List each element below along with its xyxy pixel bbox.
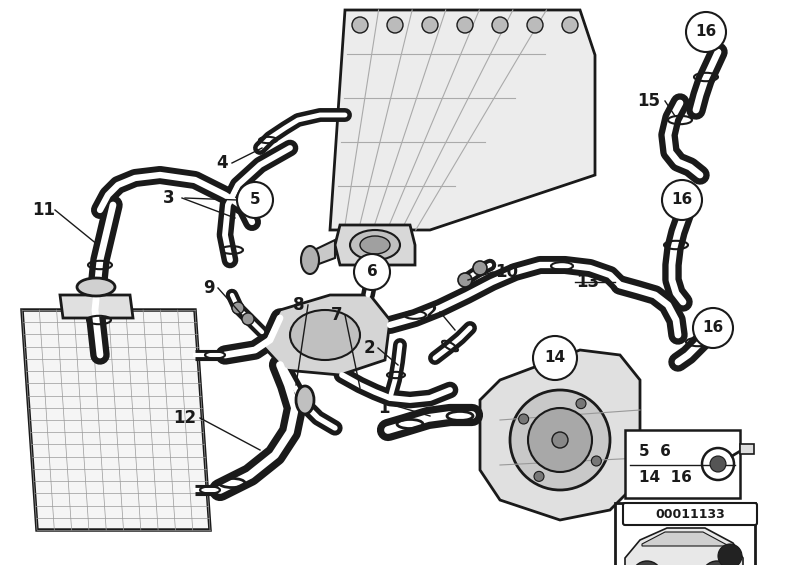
- Text: 3: 3: [163, 189, 175, 207]
- Circle shape: [693, 308, 733, 348]
- Circle shape: [552, 432, 568, 448]
- Ellipse shape: [360, 236, 390, 254]
- Text: 10: 10: [495, 263, 518, 281]
- Polygon shape: [480, 350, 640, 520]
- Text: 1: 1: [379, 399, 390, 417]
- Circle shape: [702, 561, 732, 565]
- Circle shape: [422, 17, 438, 33]
- Text: 6: 6: [367, 264, 377, 280]
- Circle shape: [473, 261, 487, 275]
- Text: 15: 15: [637, 92, 660, 110]
- Circle shape: [519, 414, 529, 424]
- Text: 00011133: 00011133: [655, 507, 725, 520]
- Text: 14  16: 14 16: [639, 471, 692, 485]
- FancyBboxPatch shape: [615, 503, 755, 565]
- Polygon shape: [262, 295, 390, 375]
- Text: 16: 16: [702, 320, 724, 336]
- Text: 2: 2: [425, 303, 437, 321]
- Polygon shape: [308, 240, 335, 268]
- Polygon shape: [22, 310, 210, 530]
- Circle shape: [352, 17, 368, 33]
- Polygon shape: [335, 225, 415, 265]
- Circle shape: [232, 302, 244, 314]
- Circle shape: [710, 456, 726, 472]
- Circle shape: [686, 12, 726, 52]
- Circle shape: [527, 17, 543, 33]
- FancyBboxPatch shape: [740, 444, 754, 454]
- Text: 12: 12: [173, 409, 196, 427]
- Circle shape: [591, 456, 602, 466]
- Circle shape: [354, 254, 390, 290]
- Circle shape: [562, 17, 578, 33]
- Text: 8: 8: [293, 296, 305, 314]
- Circle shape: [534, 471, 544, 481]
- Text: 4: 4: [217, 154, 228, 172]
- Circle shape: [576, 399, 586, 408]
- Circle shape: [533, 336, 577, 380]
- Circle shape: [662, 180, 702, 220]
- Circle shape: [510, 390, 610, 490]
- Ellipse shape: [290, 310, 360, 360]
- Text: 7: 7: [330, 306, 342, 324]
- FancyBboxPatch shape: [623, 503, 757, 525]
- Text: 11: 11: [32, 201, 55, 219]
- Circle shape: [632, 561, 662, 565]
- Circle shape: [387, 17, 403, 33]
- Circle shape: [528, 408, 592, 472]
- Polygon shape: [60, 295, 133, 318]
- Circle shape: [718, 544, 742, 565]
- Text: 9: 9: [204, 279, 215, 297]
- Text: 5  6: 5 6: [639, 445, 671, 459]
- FancyBboxPatch shape: [625, 430, 740, 498]
- Circle shape: [457, 17, 473, 33]
- Text: 16: 16: [671, 193, 693, 207]
- Polygon shape: [330, 10, 595, 230]
- Circle shape: [492, 17, 508, 33]
- Text: 5: 5: [249, 193, 260, 207]
- Circle shape: [458, 273, 472, 287]
- Text: 13: 13: [576, 273, 599, 291]
- Polygon shape: [625, 528, 743, 565]
- Ellipse shape: [296, 386, 314, 414]
- Ellipse shape: [301, 246, 319, 274]
- Text: 16: 16: [695, 24, 717, 40]
- Ellipse shape: [77, 278, 115, 296]
- Text: 2: 2: [364, 339, 375, 357]
- Circle shape: [242, 313, 254, 325]
- Text: 14: 14: [544, 350, 566, 366]
- Polygon shape: [642, 532, 729, 546]
- Circle shape: [237, 182, 273, 218]
- Ellipse shape: [350, 230, 400, 260]
